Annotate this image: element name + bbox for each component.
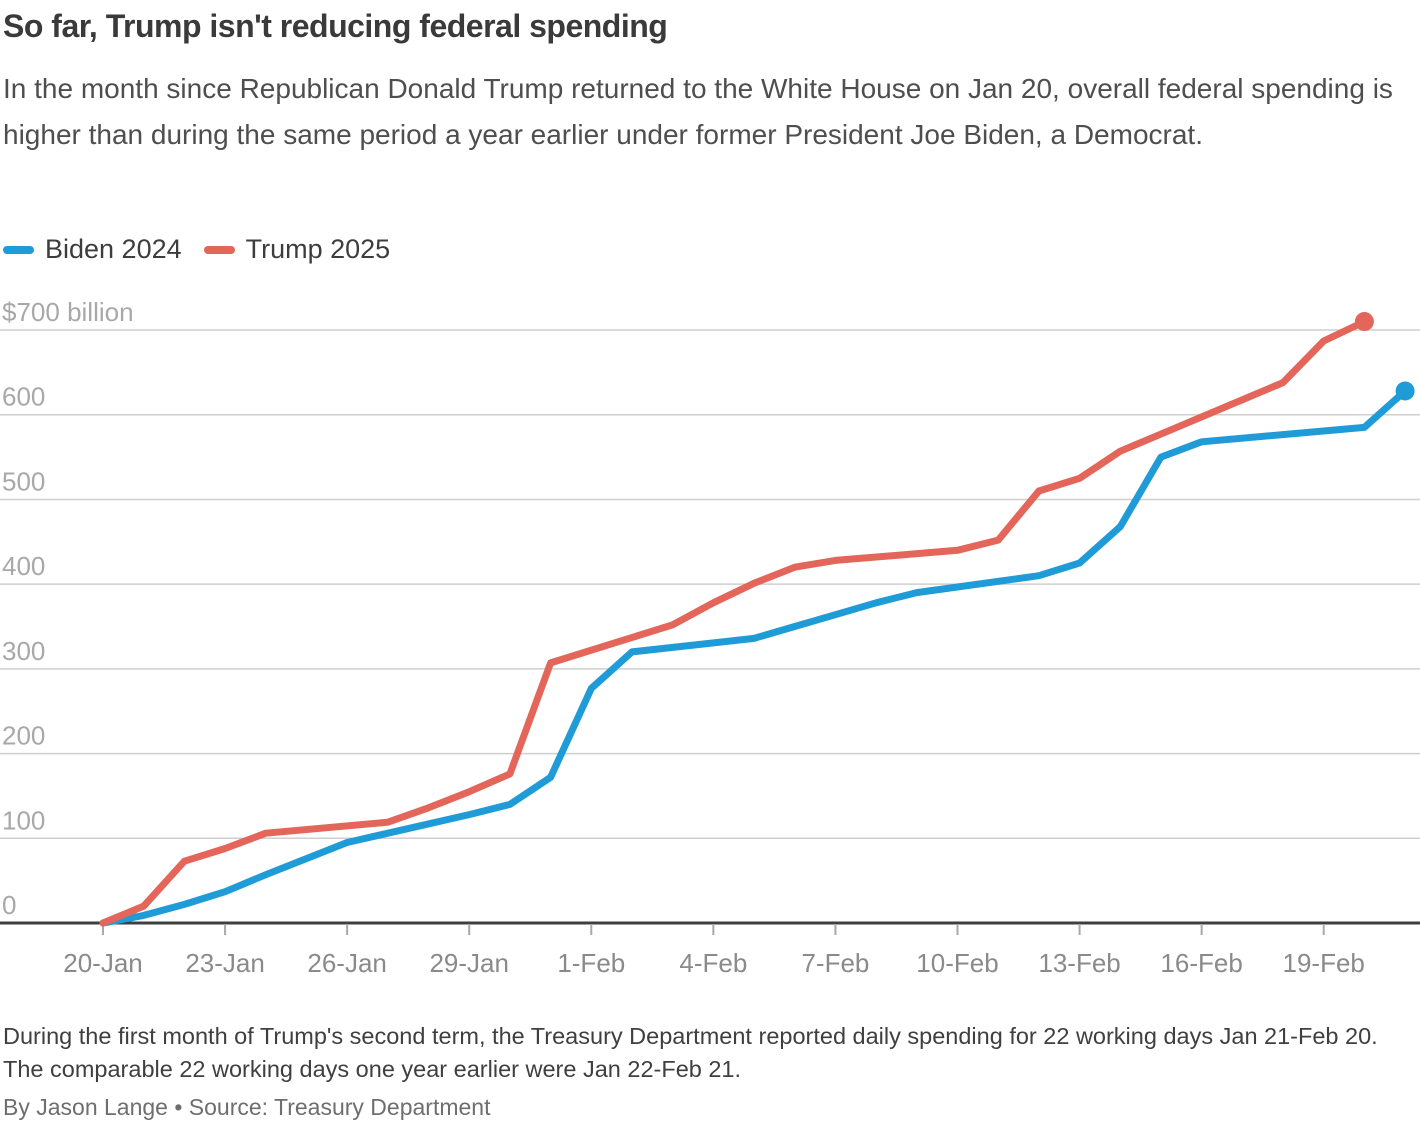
legend-item-trump-2025: Trump 2025 <box>203 234 391 265</box>
endpoint-dot-trump-2025 <box>1354 312 1374 332</box>
x-tick-label-19-Feb: 19-Feb <box>1283 948 1365 978</box>
y-tick-label-700: $700 billion <box>2 297 134 327</box>
chart-subtitle: In the month since Republican Donald Tru… <box>3 73 1393 150</box>
y-tick-label-600: 600 <box>2 382 45 412</box>
x-tick-label-20-Jan: 20-Jan <box>63 948 143 978</box>
y-tick-label-100: 100 <box>2 805 45 835</box>
series-line-biden-2024 <box>99 387 1409 927</box>
chart-byline: By Jason Lange • Source: Treasury Depart… <box>3 1094 491 1120</box>
x-tick-label-13-Feb: 13-Feb <box>1038 948 1120 978</box>
x-tick-label-29-Jan: 29-Jan <box>429 948 509 978</box>
y-tick-label-500: 500 <box>2 466 45 496</box>
y-tick-label-400: 400 <box>2 551 45 581</box>
spending-chart: $700 billion 600 500 400 300 200 100 0 20-Jan 23-… <box>0 297 1420 978</box>
legend-item-biden-2024: Biden 2024 <box>3 234 182 265</box>
series-line-trump-2025 <box>99 318 1368 927</box>
chart-legend: Biden 2024 Trump 2025 <box>3 234 390 265</box>
chart-footnote: During the first month of Trump's second… <box>3 1023 1378 1082</box>
y-tick-label-0: 0 <box>2 890 16 920</box>
legend-label-biden-2024: Biden 2024 <box>45 234 182 264</box>
x-tick-label-16-Feb: 16-Feb <box>1160 948 1242 978</box>
page-title: So far, Trump isn't reducing federal spe… <box>3 8 668 44</box>
x-tick-label-23-Jan: 23-Jan <box>185 948 265 978</box>
x-tick-label-10-Feb: 10-Feb <box>916 948 998 978</box>
x-tick-label-7-Feb: 7-Feb <box>801 948 869 978</box>
y-tick-label-300: 300 <box>2 636 45 666</box>
x-tick-label-26-Jan: 26-Jan <box>307 948 387 978</box>
trump-2025-color-swatch <box>203 245 235 254</box>
endpoint-dot-biden-2024 <box>1395 381 1415 401</box>
legend-label-trump-2025: Trump 2025 <box>245 234 391 264</box>
biden-2024-color-swatch <box>3 245 34 254</box>
x-tick-label-1-Feb: 1-Feb <box>557 948 625 978</box>
y-tick-label-200: 200 <box>2 721 45 751</box>
x-tick-label-4-Feb: 4-Feb <box>679 948 747 978</box>
